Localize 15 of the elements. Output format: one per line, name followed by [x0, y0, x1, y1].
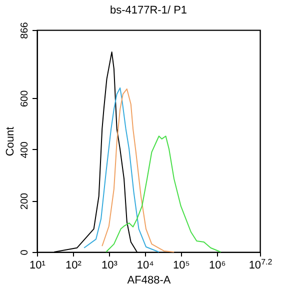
x-tick-label: 10⁶	[208, 260, 226, 272]
y-tick-label: 600	[20, 90, 30, 108]
x-tick-label: 10⁴	[136, 260, 154, 272]
chart-title: bs-4177R-1/ P1	[110, 4, 188, 17]
x-tick-label: 10⁵	[172, 260, 190, 272]
y-tick-label: 200	[20, 192, 30, 210]
y-tick-label: 0	[20, 249, 30, 256]
x-tick-label: 10¹	[30, 260, 46, 272]
x-tick-label: 10²	[66, 260, 82, 272]
x-tick-label: 10$^{7.2}$	[248, 257, 273, 272]
y-tick-label: 866	[20, 22, 30, 39]
y-tick-label: 400	[20, 141, 30, 158]
y-axis-title: Count	[4, 126, 16, 156]
x-axis-title: AF488-A	[127, 274, 172, 286]
x-tick-label: 10³	[101, 260, 118, 272]
